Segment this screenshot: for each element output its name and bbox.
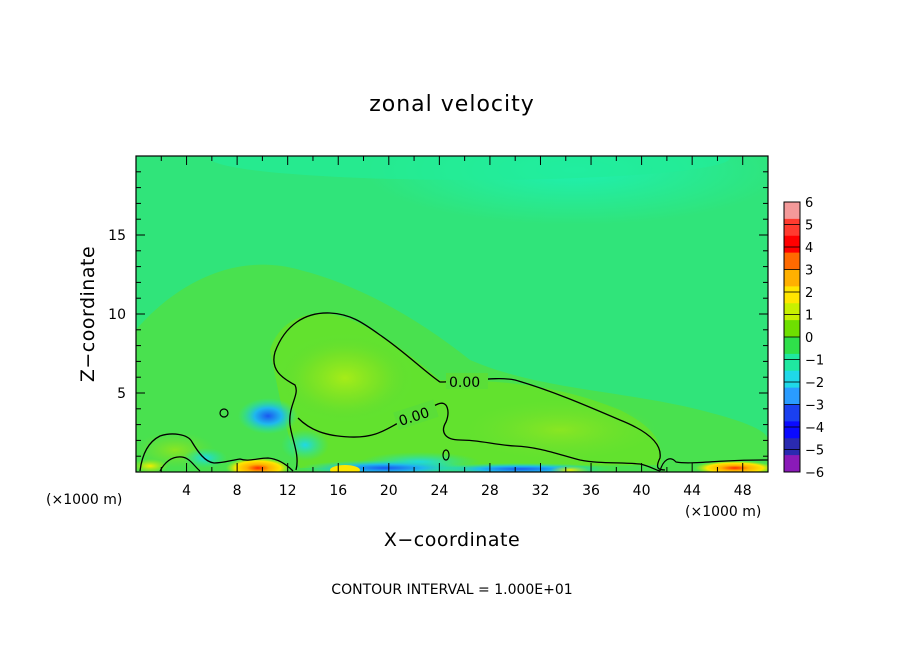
colorbar-swatch [784,404,800,422]
colorbar-label: −4 [805,421,824,436]
x-tick-label: 4 [182,483,191,499]
colorbar-label: −1 [805,354,824,369]
colorbar-swatch [784,218,800,237]
x-tick-label: 28 [481,483,499,499]
x-tick-label: 16 [329,483,347,499]
colorbar-swatch [784,438,800,456]
contour-interval-note: CONTOUR INTERVAL = 1.000E+01 [331,582,572,598]
colorbar-label: −3 [805,399,824,414]
warm-spot-3 [695,461,768,472]
colorbar-swatch [784,286,800,304]
x-units-right: (×1000 m) [685,504,761,520]
colorbar-swatch [784,421,800,439]
colorbar-swatch [784,455,800,473]
colorbar-swatch [784,252,800,270]
contour-label-bg [446,373,488,389]
negative-pocket-2 [281,429,329,461]
colorbar-label: 2 [805,286,813,301]
colorbar-swatch [784,387,800,405]
warm-spot-4 [330,465,360,472]
zero-contour-small-1 [219,408,229,418]
x-tick-label: 24 [430,483,448,499]
warm-spot-1 [226,458,290,472]
colorbar-label: 5 [805,219,813,234]
x-tick-label: 32 [532,483,550,499]
x-axis-tick-labels: 4 8 12 16 20 24 28 32 36 40 44 48 [182,483,752,499]
colorbar-swatch [784,370,800,389]
zero-contour-right [659,458,768,472]
colorbar: 6 5 4 3 2 1 0 −1 −2 −3 −4 −5 −6 [783,196,824,481]
colorbar-swatch [784,202,800,220]
colorbar-label: 3 [805,264,813,279]
contour-label-group-1: 0.00 [446,373,488,391]
x-axis-ticks [160,156,744,472]
colorbar-label: 6 [805,196,813,211]
contour-label-bg [393,399,439,430]
colorbar-swatch [784,337,800,355]
warm-spot-2 [136,459,168,472]
positive-core [275,333,415,423]
x-tick-label: 48 [734,483,752,499]
x-axis-title: X−coordinate [384,529,520,551]
x-units-left: (×1000 m) [46,492,122,508]
y-tick-label: 15 [108,228,126,244]
positive-lobe-right [465,400,655,460]
x-tick-label: 12 [279,483,297,499]
colorbar-label: 4 [805,241,813,256]
colorbar-label: −6 [805,466,824,481]
zero-contour-left [139,433,294,472]
colorbar-swatch [784,353,800,372]
x-tick-label: 20 [380,483,398,499]
heatmap-field: 0.00 0.00 [136,156,768,472]
y-tick-label: 10 [108,307,126,323]
warm-spot-5 [550,466,590,472]
negative-pocket-1 [238,398,298,434]
colorbar-swatch [784,269,800,287]
y-axis-ticks [136,171,768,457]
x-tick-label: 36 [582,483,600,499]
x-tick-label: 8 [233,483,242,499]
y-axis-title: Z−coordinate [77,246,99,382]
x-tick-label: 40 [633,483,651,499]
chart-title: zonal velocity [369,92,535,117]
colorbar-label: 0 [805,331,813,346]
colorbar-label: −2 [805,376,824,391]
colorbar-label: 1 [805,309,813,324]
colorbar-swatch [784,303,800,321]
zero-contour-small-2 [442,449,450,461]
upper-negative-edge [210,156,730,180]
zero-contour-main [273,312,666,471]
zero-contour-left-inner [159,456,201,472]
colorbar-swatch [784,320,800,338]
contour-label: 0.00 [449,375,480,391]
y-axis-tick-labels: 5 10 15 [108,228,126,402]
colorbar-swatch [784,235,800,254]
y-tick-label: 5 [117,386,126,402]
zero-contour-lower [297,402,661,472]
colorbar-label: −5 [805,444,824,459]
x-tick-label: 44 [683,483,701,499]
